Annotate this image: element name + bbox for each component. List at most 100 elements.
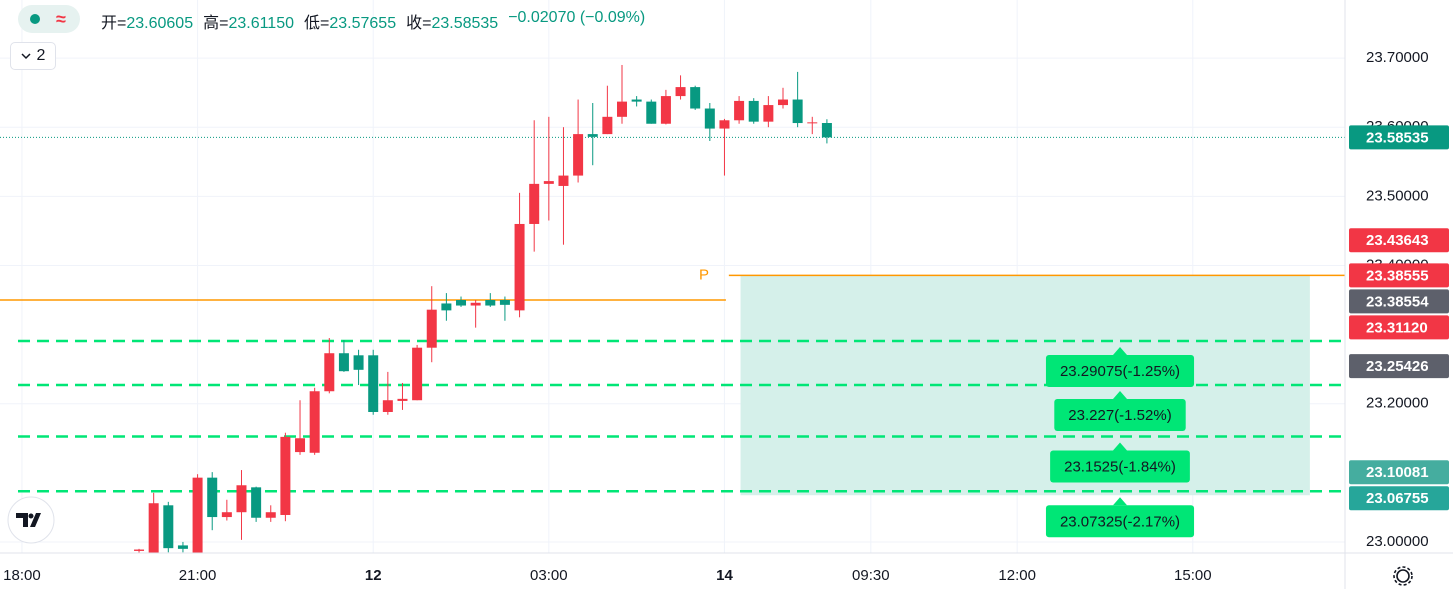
level-label-arrow (1113, 391, 1127, 400)
x-tick-label: 18:00 (3, 567, 41, 584)
ohlc-item: 收=23.58535 (406, 9, 498, 33)
candle-body (587, 134, 598, 137)
candle-body (134, 549, 145, 551)
candle-body (353, 355, 364, 370)
candle-body (660, 96, 671, 124)
level-label-box (1045, 505, 1195, 538)
candle-body (807, 122, 818, 124)
candle-body (602, 116, 613, 135)
price-label-box (1349, 263, 1449, 288)
candle-body (441, 303, 452, 311)
level-label-box (1054, 399, 1186, 432)
status-icons: ≈ (30, 9, 66, 29)
price-label-box (1349, 315, 1449, 340)
candle-body (280, 436, 291, 515)
candle-body (704, 108, 715, 129)
price-label-box (1349, 460, 1449, 485)
ohlc-key: 高= (203, 15, 229, 32)
status-pill[interactable]: ≈ (18, 5, 80, 33)
level-label: 23.07325(-2.17%) (1045, 497, 1195, 538)
candle-body (748, 100, 759, 122)
x-tick-label: 12:00 (998, 567, 1036, 584)
candle-body (207, 477, 218, 518)
ohlc-item: 开=23.60605 (101, 9, 193, 33)
level-label: 23.29075(-1.25%) (1045, 346, 1195, 387)
level-label-text: 23.07325(-2.17%) (1060, 513, 1180, 530)
x-tick-label: 21:00 (179, 567, 217, 584)
price-label-box (1349, 354, 1449, 379)
price-label-box (1349, 486, 1449, 511)
ohlc-key: 低= (304, 15, 330, 32)
candle-body (368, 355, 379, 412)
candle-body (821, 123, 832, 138)
candle-body (177, 545, 188, 549)
x-tick-label: 14 (716, 567, 733, 584)
interval-count: 2 (36, 47, 46, 64)
candle-body (148, 503, 159, 553)
candle-body (514, 223, 525, 311)
svg-text:≈: ≈ (56, 9, 66, 29)
candle-body (543, 181, 554, 184)
level-label-arrow (1113, 442, 1127, 451)
level-label-box (1050, 450, 1190, 483)
y-tick-label: 23.50000 (1366, 187, 1429, 204)
candle-body (690, 87, 701, 109)
ohlc-value: 23.61150 (228, 15, 294, 32)
level-label-box (1045, 354, 1195, 387)
candle-body (426, 309, 437, 348)
candle-body (485, 300, 496, 306)
price-label: 23.58535 (1366, 129, 1429, 146)
chevron (21, 53, 31, 60)
candle-body (675, 87, 686, 97)
price-label: 23.31120 (1366, 319, 1428, 336)
tv-logo (7, 496, 55, 544)
candle-body (499, 300, 510, 305)
price-label-box (1349, 228, 1449, 253)
candle-body (763, 105, 774, 122)
ohlc-key: 收= (406, 15, 432, 32)
candle-body (251, 487, 262, 518)
candle-body (470, 302, 481, 306)
level-label: 23.1525(-1.84%) (1050, 442, 1190, 483)
ohlc-header: 开=23.60605 高=23.61150 低=23.57655 收=23.58535… (101, 9, 645, 33)
candle-body (265, 512, 276, 518)
candle-body (631, 99, 642, 102)
ohlc-item: 高=23.61150 (203, 9, 294, 33)
candle-body (617, 101, 628, 117)
candle-body (382, 400, 393, 412)
price-label: 23.38555 (1366, 267, 1429, 284)
x-tick-label: 15:00 (1174, 567, 1212, 584)
interval-button[interactable]: 2 (10, 42, 56, 70)
candle-body (192, 477, 203, 553)
price-label: 23.38554 (1366, 293, 1429, 310)
level-label-arrow (1113, 497, 1127, 506)
level-label-text: 23.1525(-1.84%) (1064, 458, 1176, 475)
candle-body (777, 99, 788, 106)
candle-body (734, 100, 745, 121)
level-label-text: 23.227(-1.52%) (1068, 407, 1171, 424)
level-label-arrow (1113, 346, 1127, 355)
level-label-text: 23.29075(-1.25%) (1060, 363, 1180, 380)
candle-body (719, 120, 730, 129)
candle-body (324, 353, 335, 392)
change: −0.02070 (−0.09%) (508, 9, 646, 26)
candle-body (397, 398, 408, 401)
settings-icon[interactable] (1393, 566, 1413, 586)
candle-body (412, 347, 423, 401)
x-tick-label: 09:30 (852, 567, 890, 584)
ohlc-key: 开= (101, 15, 127, 32)
price-label-box (1349, 289, 1449, 314)
price-label-box (1349, 125, 1449, 150)
candle-body (529, 183, 540, 224)
x-tick-label: 12 (365, 567, 382, 584)
axes: 23.7000023.6000023.5000023.4000023.20000… (3, 49, 1449, 584)
marker-label: P (699, 266, 709, 283)
y-tick-label: 23.00000 (1366, 533, 1429, 550)
level-label: 23.227(-1.52%) (1054, 391, 1186, 432)
price-label: 23.43643 (1366, 232, 1429, 249)
candle-body (558, 175, 569, 186)
candle-body (295, 438, 306, 453)
candle-body (338, 353, 349, 372)
